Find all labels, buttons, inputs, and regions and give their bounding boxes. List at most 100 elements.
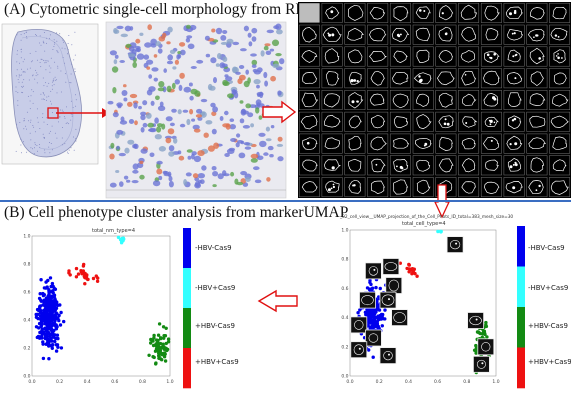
cell-nucleus bbox=[193, 155, 202, 163]
zoomed-tissue-image bbox=[105, 21, 287, 199]
tissue-dot bbox=[74, 71, 76, 73]
cell-outline bbox=[347, 27, 364, 41]
cell-tile bbox=[412, 133, 434, 154]
scatter-point bbox=[54, 343, 58, 347]
cell-nucleus bbox=[135, 38, 141, 44]
cell-nucleus bbox=[166, 85, 172, 93]
x-tick-label: 0.2 bbox=[56, 379, 63, 385]
cell-nucleus bbox=[119, 60, 125, 63]
cell-outline bbox=[416, 49, 430, 63]
cell-nucleus bbox=[126, 179, 131, 183]
cell-nucleus bbox=[124, 147, 130, 154]
scatter-point bbox=[45, 326, 49, 330]
cell-nucleus bbox=[183, 86, 192, 93]
tissue-dot bbox=[35, 50, 37, 52]
cell-nucleus bbox=[235, 142, 240, 148]
scatter-point bbox=[42, 308, 46, 313]
cell-nucleus bbox=[250, 153, 259, 159]
tissue-dot bbox=[20, 144, 22, 146]
tissue-dot bbox=[32, 74, 34, 76]
y-tick-label: 1.0 bbox=[341, 228, 348, 234]
scatter-point bbox=[376, 306, 380, 310]
tissue-dot bbox=[20, 49, 22, 50]
cell-spot bbox=[396, 33, 400, 37]
scatter-point bbox=[150, 338, 154, 342]
cell-tile bbox=[344, 155, 366, 176]
cell-nucleus bbox=[259, 140, 267, 148]
cell-nucleus bbox=[238, 65, 245, 69]
scatter-point bbox=[147, 353, 151, 357]
scatter-point bbox=[51, 309, 56, 313]
cell-nucleus bbox=[182, 109, 189, 113]
tissue-dot bbox=[46, 117, 48, 119]
cell-outline bbox=[461, 158, 476, 173]
tissue-dot bbox=[53, 43, 55, 45]
cell-nucleus bbox=[220, 41, 228, 45]
cell-nucleus bbox=[207, 145, 215, 152]
tissue-dot bbox=[16, 127, 18, 129]
cell-outline bbox=[529, 115, 546, 128]
cell-nucleus bbox=[273, 25, 279, 30]
tissue-dot bbox=[43, 149, 45, 151]
cell-outline bbox=[302, 159, 318, 172]
scatter-point bbox=[413, 271, 417, 276]
cell-nucleus bbox=[236, 140, 244, 144]
tissue-dot bbox=[49, 142, 50, 143]
tissue-dot bbox=[54, 76, 56, 78]
scatter-point bbox=[44, 280, 48, 284]
tissue-dot bbox=[42, 92, 44, 93]
cell-outline bbox=[348, 135, 362, 151]
tissue-dot bbox=[61, 109, 63, 111]
cell-tile bbox=[367, 177, 389, 198]
cell-spot bbox=[423, 144, 426, 147]
tissue-dot bbox=[24, 71, 26, 73]
cell-outline bbox=[324, 137, 340, 149]
cell-spot bbox=[536, 34, 539, 37]
cell-outline bbox=[529, 47, 545, 65]
tissue-dot bbox=[26, 111, 28, 113]
cell-tile bbox=[412, 155, 434, 176]
cell-spot bbox=[554, 34, 558, 37]
cell-nucleus bbox=[250, 53, 257, 57]
scatter-point bbox=[59, 346, 64, 350]
cell-nucleus bbox=[197, 173, 205, 179]
tissue-dot bbox=[30, 95, 32, 97]
cell-nucleus bbox=[217, 53, 222, 60]
x-tick-label: 0.0 bbox=[28, 379, 35, 385]
cell-nucleus bbox=[167, 26, 173, 33]
tissue-dot bbox=[43, 59, 45, 61]
cell-nucleus bbox=[240, 109, 247, 116]
cell-nucleus bbox=[140, 148, 148, 154]
tissue-dot bbox=[23, 118, 25, 119]
scatter-point bbox=[366, 315, 371, 319]
scatter-point bbox=[156, 341, 160, 345]
cell-nucleus bbox=[151, 67, 159, 72]
cell-tile bbox=[298, 68, 320, 89]
cell-nucleus bbox=[110, 142, 115, 149]
cell-outline bbox=[348, 179, 361, 194]
tissue-dot bbox=[55, 79, 57, 81]
right-umap-scatter: 0.0 0.2 0.4 0.6 0.8 1.0 0.0 0.2 0.4 0.6 0.8 1.0 bbox=[341, 228, 499, 386]
cell-tile bbox=[344, 2, 366, 23]
cell-nucleus bbox=[192, 124, 200, 130]
cell-thumbnail bbox=[350, 316, 368, 334]
cell-nucleus bbox=[192, 173, 199, 179]
cell-spot bbox=[511, 119, 515, 122]
cell-nucleus bbox=[163, 171, 169, 175]
cell-outline bbox=[507, 72, 523, 85]
cell-nucleus bbox=[128, 53, 136, 58]
cell-spot bbox=[513, 117, 517, 121]
cell-tile bbox=[321, 133, 343, 154]
cell-spot bbox=[332, 183, 335, 186]
cell-nucleus bbox=[256, 102, 261, 107]
tissue-dot bbox=[44, 62, 46, 64]
cell-thumbnail bbox=[364, 329, 382, 347]
cell-nucleus bbox=[222, 81, 230, 86]
scatter-point bbox=[56, 345, 60, 349]
cell-nucleus bbox=[156, 168, 163, 175]
cell-tile bbox=[344, 177, 366, 198]
cell-nucleus bbox=[263, 152, 269, 156]
scatter-point bbox=[47, 297, 52, 301]
cell-nucleus bbox=[211, 166, 217, 171]
scatter-point bbox=[377, 295, 381, 299]
